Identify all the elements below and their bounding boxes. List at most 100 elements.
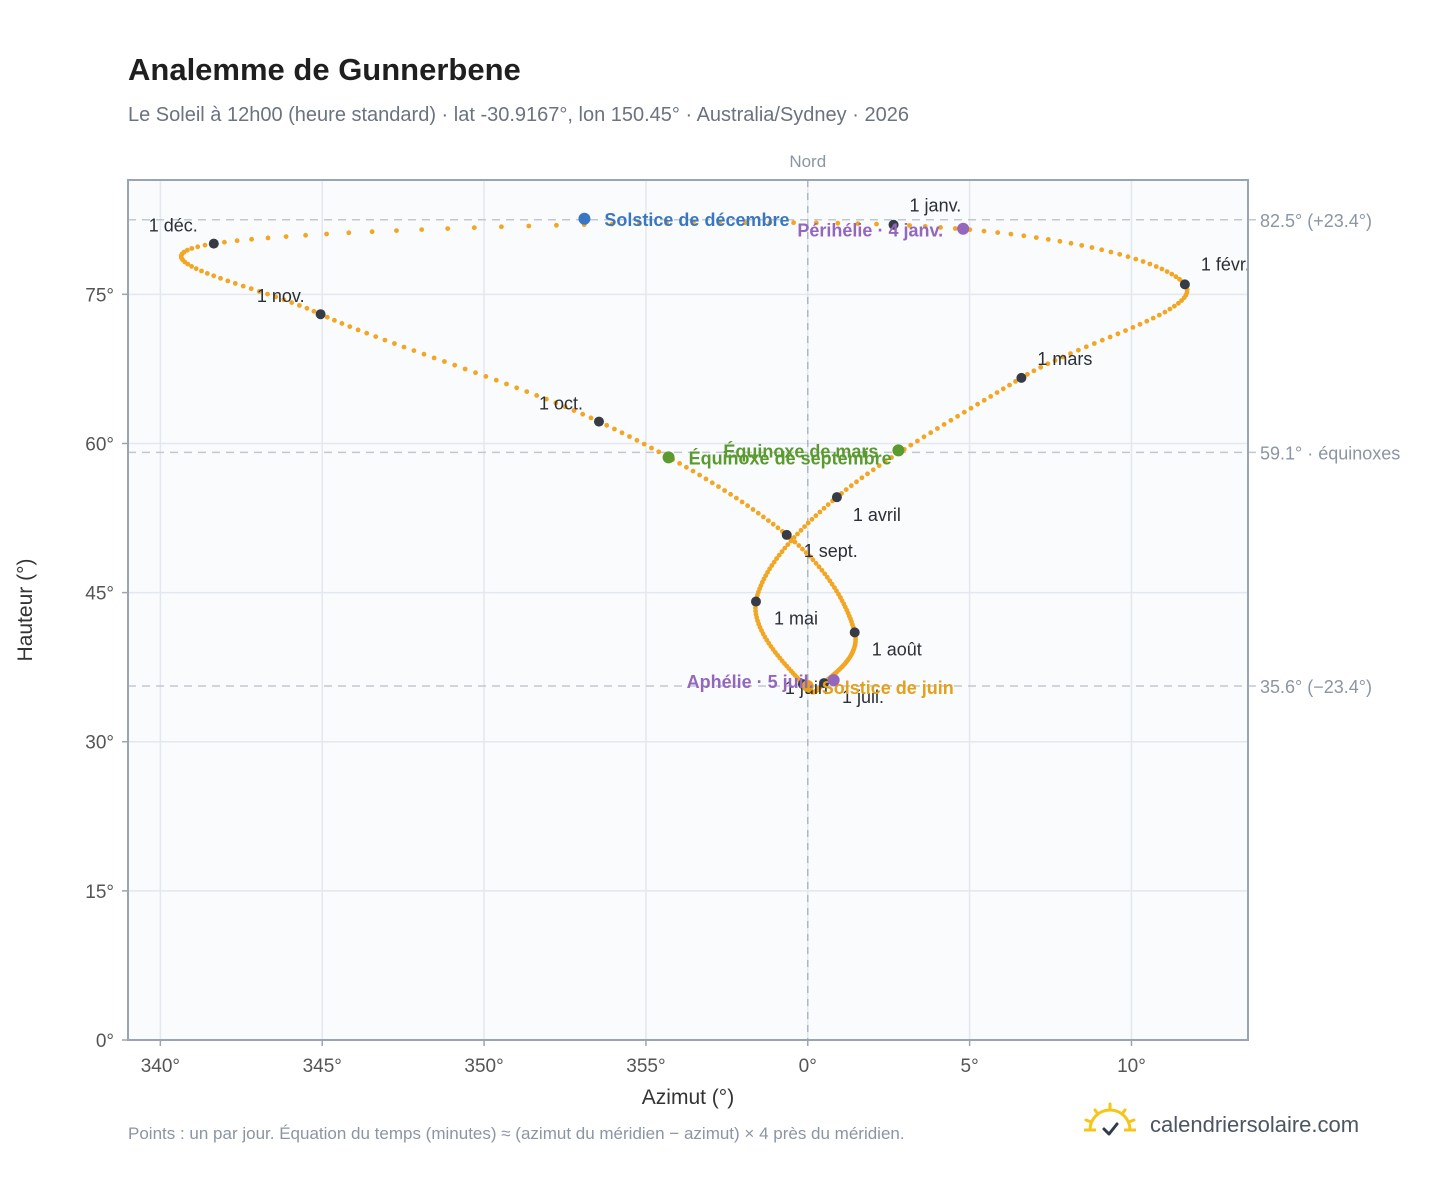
daily-sun-point [202,242,208,248]
month-label: 1 févr. [1201,254,1250,274]
daily-sun-point [955,413,960,419]
daily-sun-point [722,488,727,493]
daily-sun-point [347,324,353,329]
month-label: 1 juil. [842,687,884,707]
daily-sun-point [184,247,190,253]
daily-sun-point [819,567,825,573]
daily-sun-point [691,220,696,226]
event-label: Périhélie · 4 janv. [797,221,943,241]
daily-sun-point [1068,351,1073,356]
daily-sun-point [981,228,987,234]
daily-sun-point [346,230,352,236]
daily-sun-point [204,271,210,276]
month-marker [1179,279,1190,290]
month-label: 1 sept. [804,541,858,561]
daily-sun-point [189,264,195,269]
daily-sun-point [534,393,540,398]
daily-sun-point [369,229,375,235]
footnote: Points : un par jour. Équation du temps … [128,1124,905,1143]
daily-sun-point [526,223,532,229]
north-label: Nord [789,152,826,171]
daily-sun-point [1159,266,1165,272]
x-tick-label: 350° [464,1056,503,1077]
daily-sun-point [821,505,827,511]
daily-sun-point [761,514,766,520]
daily-sun-point [870,467,876,473]
daily-sun-point [697,472,702,478]
daily-sun-point [311,308,317,314]
daily-sun-point [882,459,888,464]
daily-sun-point [193,266,199,272]
daily-sun-point [1162,309,1168,315]
month-label: 1 août [872,639,922,659]
daily-sun-point [1144,318,1150,324]
daily-sun-point [854,479,859,485]
daily-sun-point [782,545,788,551]
daily-sun-point [504,381,509,387]
daily-sun-point [442,359,447,364]
event-marker [578,212,591,225]
daily-sun-point [1038,364,1044,370]
daily-sun-point [921,434,927,440]
brand-logo[interactable]: calendriersolaire.com [1082,1102,1359,1147]
daily-sun-point [1008,231,1014,237]
daily-sun-point [1137,321,1143,327]
daily-sun-point [703,476,709,482]
daily-sun-point [1176,300,1181,306]
daily-sun-point [612,426,617,432]
daily-sun-point [283,234,289,240]
daily-sun-point [544,396,549,402]
daily-sun-point [273,294,279,300]
month-label: 1 nov. [257,286,305,306]
daily-sun-point [822,571,828,577]
daily-sun-point [1123,328,1128,333]
daily-sun-point [785,542,791,547]
daily-sun-point [1007,382,1012,388]
daily-sun-point [462,366,468,372]
plot-frame [127,179,1249,1041]
x-axis-label: Azimut (°) [642,1086,734,1109]
daily-sun-point [619,430,625,436]
daily-sun-point [995,230,1001,236]
reference-line-label: 82.5° (+23.4°) [1260,211,1372,231]
daily-sun-point [401,344,407,350]
daily-sun-point [419,227,425,233]
daily-sun-point [1156,312,1162,318]
daily-sun-point [195,244,201,250]
month-label: 1 oct. [539,394,583,414]
daily-sun-point [796,543,802,548]
daily-sun-point [234,238,240,244]
daily-sun-point [1052,358,1058,363]
daily-sun-point [907,223,912,228]
daily-sun-point [677,461,682,466]
month-label: 1 janv. [910,196,962,216]
daily-sun-point [1099,337,1105,343]
daily-sun-point [776,552,782,558]
daily-sun-point [1060,354,1066,360]
event-marker [892,444,905,457]
daily-sun-point [1083,344,1089,350]
daily-sun-point [218,275,223,281]
month-label: 1 déc. [149,216,198,236]
daily-sun-point [1164,269,1170,274]
daily-sun-point [859,475,865,481]
daily-sun-point [941,422,947,427]
y-tick-label: 60° [85,434,114,455]
daily-sun-point [1140,259,1146,264]
daily-sun-point [865,471,870,477]
daily-sun-point [339,321,345,326]
month-label: 1 avril [853,505,901,525]
daily-sun-point [774,556,779,561]
daily-sun-point [483,374,489,379]
daily-sun-point [664,220,669,226]
event-label: Aphélie · 5 juil. [687,672,814,692]
daily-sun-point [303,232,308,238]
daily-sun-point [392,341,397,346]
event-label: Solstice de juin [822,678,954,698]
event-label: Solstice de décembre [604,210,789,230]
daily-sun-point [1153,264,1159,269]
reference-line-label: 35.6° (−23.4°) [1260,677,1372,697]
daily-sun-point [232,281,238,286]
brand-name: calendriersolaire.com [1150,1111,1360,1137]
daily-sun-point [1107,334,1113,340]
